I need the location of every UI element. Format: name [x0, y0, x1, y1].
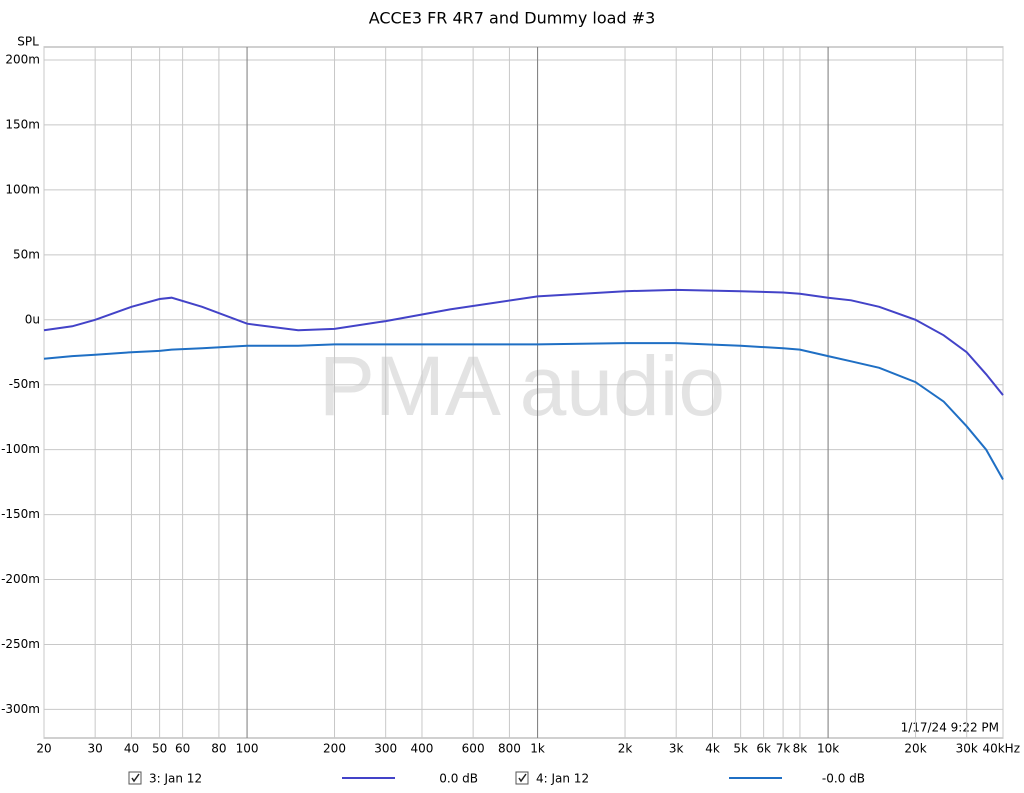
y-tick-label: 200m: [5, 52, 40, 66]
y-tick-label: 150m: [5, 117, 40, 131]
data-line: [43, 288, 1004, 396]
x-tick-label: 80: [211, 742, 226, 756]
x-tick-label: 20: [36, 742, 51, 756]
x-tick-label: 50: [152, 742, 167, 756]
x-tick-label: 6k: [756, 742, 771, 756]
x-tick-label: 10k: [817, 742, 839, 756]
plot-area: [43, 46, 1004, 739]
x-tick-label: 20k: [904, 742, 926, 756]
legend-value: 0.0 dB: [439, 772, 478, 786]
legend-checkbox[interactable]: [515, 771, 529, 785]
legend-checkbox[interactable]: [128, 771, 142, 785]
chart-title: ACCE3 FR 4R7 and Dummy load #3: [369, 9, 656, 28]
data-line: [43, 342, 1004, 480]
watermark: PMA audio: [319, 339, 725, 433]
x-tick-label: 30k: [956, 742, 978, 756]
legend-label: 4: Jan 12: [536, 772, 589, 786]
x-tick-label: 400: [411, 742, 434, 756]
x-tick-label: 1k: [530, 742, 545, 756]
y-tick-label: -250m: [1, 637, 40, 651]
x-tick-label: 60: [175, 742, 190, 756]
x-tick-label: 800: [498, 742, 521, 756]
legend-checkmark: [518, 773, 527, 783]
legend-checkmark: [131, 773, 140, 783]
y-tick-label: -200m: [1, 572, 40, 586]
x-tick-label: 7k: [776, 742, 791, 756]
x-tick-label: 300: [374, 742, 397, 756]
x-tick-label: 200: [323, 742, 346, 756]
y-axis-label: SPL: [17, 35, 39, 49]
y-tick-label: 50m: [13, 247, 40, 261]
y-tick-label: -50m: [9, 377, 40, 391]
x-tick-label: 5k: [733, 742, 748, 756]
timestamp: 1/17/24 9:22 PM: [901, 721, 999, 735]
x-tick-label: 2k: [618, 742, 633, 756]
x-tick-label: 40: [124, 742, 139, 756]
legend-label: 3: Jan 12: [149, 772, 202, 786]
x-tick-label: 30: [88, 742, 103, 756]
x-tick-label: 4k: [705, 742, 720, 756]
y-tick-label: -150m: [1, 507, 40, 521]
x-tick-label: 100: [236, 742, 259, 756]
x-tick-label: 3k: [669, 742, 684, 756]
x-tick-label: 600: [462, 742, 485, 756]
y-tick-label: -100m: [1, 442, 40, 456]
y-tick-label: 0u: [25, 312, 40, 326]
y-tick-label: 100m: [5, 182, 40, 196]
legend-value: -0.0 dB: [822, 772, 865, 786]
x-tick-label: 8k: [793, 742, 808, 756]
x-tick-label: 40kHz: [982, 742, 1020, 756]
y-tick-label: -300m: [1, 702, 40, 716]
